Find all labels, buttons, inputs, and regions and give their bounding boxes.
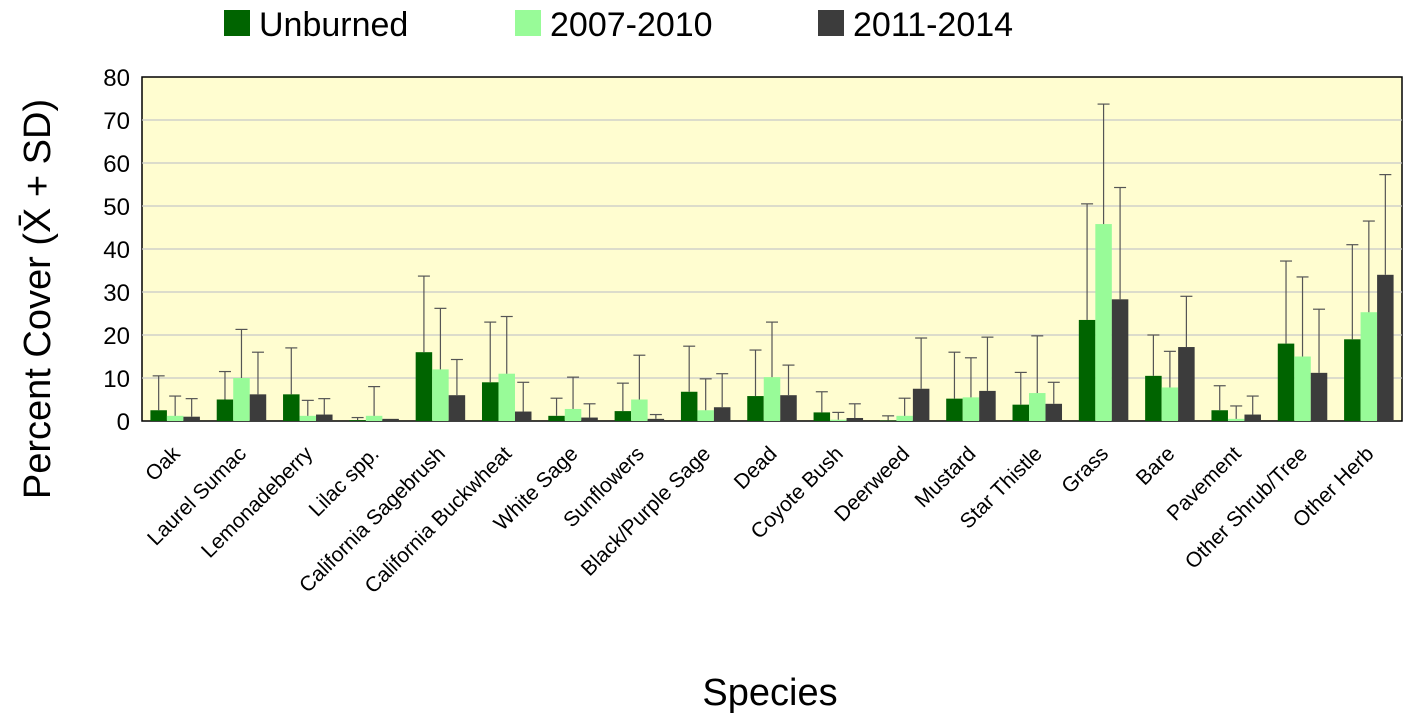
bar-2011-2014: [514, 411, 532, 421]
x-category-label: Lemonadeberry: [197, 442, 318, 563]
bar-2007-2010: [1095, 224, 1112, 421]
bar-unburned: [481, 382, 499, 421]
bar-2011-2014: [448, 395, 466, 421]
bar-2007-2010: [896, 415, 913, 421]
bar-2007-2010: [498, 373, 515, 421]
y-tick-label: 30: [103, 280, 130, 307]
bar-2007-2010: [1294, 356, 1311, 421]
bar-2011-2014: [1377, 274, 1394, 421]
bar-unburned: [349, 420, 366, 421]
bar-2011-2014: [1178, 347, 1195, 421]
bar-2007-2010: [830, 419, 847, 421]
bar-unburned: [1211, 410, 1228, 421]
bar-unburned: [1277, 343, 1295, 421]
bar-2011-2014: [382, 418, 399, 421]
y-tick-label: 40: [103, 237, 130, 264]
bar-2011-2014: [581, 417, 598, 421]
bar-unburned: [1078, 319, 1096, 421]
bar-2011-2014: [780, 395, 797, 421]
legend: Unburned 2007-2010 2011-2014: [224, 6, 1013, 44]
x-category-label: Grass: [1057, 442, 1113, 498]
x-category-label: Oak: [141, 442, 185, 486]
bar-2011-2014: [1045, 403, 1063, 421]
bar-2011-2014: [183, 416, 200, 421]
bar-unburned: [813, 412, 831, 421]
y-tick-label: 80: [103, 65, 130, 92]
bar-2011-2014: [1310, 372, 1328, 421]
bar-unburned: [1145, 375, 1162, 421]
bar-2007-2010: [631, 399, 648, 421]
bar-unburned: [415, 352, 433, 421]
x-category-label: Other Shrub/Tree: [1181, 442, 1312, 573]
y-axis-title: Percent Cover (X̄ + SD): [17, 99, 59, 499]
bar-2011-2014: [846, 417, 864, 421]
bar-2011-2014: [249, 394, 267, 421]
bar-2007-2010: [697, 410, 714, 421]
y-tick-label: 50: [103, 194, 130, 221]
legend-swatch: [818, 10, 844, 36]
bar-unburned: [150, 410, 167, 421]
bar-unburned: [1012, 404, 1030, 421]
bar-2011-2014: [1111, 299, 1129, 421]
legend-label: Unburned: [259, 6, 408, 44]
x-axis-title: Species: [702, 672, 837, 714]
bar-2011-2014: [979, 390, 996, 421]
bar-2007-2010: [1029, 393, 1046, 421]
bar-2007-2010: [763, 377, 781, 421]
bar-2007-2010: [1227, 418, 1245, 421]
legend-swatch: [224, 10, 250, 36]
legend-swatch: [515, 10, 541, 36]
legend-label: 2011-2014: [853, 6, 1013, 44]
bar-unburned: [283, 394, 300, 421]
bar-unburned: [614, 411, 632, 421]
bar-2007-2010: [166, 415, 184, 421]
bar-unburned: [1344, 339, 1361, 421]
bar-2011-2014: [713, 407, 731, 421]
bar-2007-2010: [299, 415, 317, 421]
y-tick-label: 10: [103, 366, 130, 393]
bar-2007-2010: [233, 378, 250, 421]
bar-2011-2014: [1244, 414, 1261, 421]
bar-2007-2010: [1161, 387, 1179, 421]
y-axis-ticks: 0 10 20 30 40 50 60 70 80: [103, 65, 130, 436]
y-tick-label: 0: [117, 409, 130, 436]
error-bars: [152, 103, 1392, 421]
bar-2011-2014: [647, 418, 665, 421]
x-category-label: Bare: [1132, 442, 1180, 490]
bar-unburned: [216, 399, 234, 421]
bar-unburned: [946, 398, 963, 421]
y-tick-label: 60: [103, 151, 130, 178]
bar-unburned: [680, 391, 698, 421]
bar-unburned: [548, 415, 565, 421]
bar-2007-2010: [365, 415, 383, 421]
bar-2011-2014: [912, 388, 930, 421]
bar-2007-2010: [564, 408, 582, 421]
x-category-label: Black/Purple Sage: [577, 442, 715, 580]
y-tick-label: 20: [103, 323, 130, 350]
legend-label: 2007-2010: [550, 6, 713, 44]
y-tick-label: 70: [103, 108, 130, 135]
bar-unburned: [747, 396, 764, 421]
bar-2007-2010: [432, 369, 449, 421]
bars: [150, 224, 1394, 421]
x-category-label: Dead: [730, 442, 782, 494]
bar-2011-2014: [316, 414, 333, 421]
bar-2007-2010: [1360, 312, 1378, 421]
bar-2007-2010: [962, 397, 980, 421]
